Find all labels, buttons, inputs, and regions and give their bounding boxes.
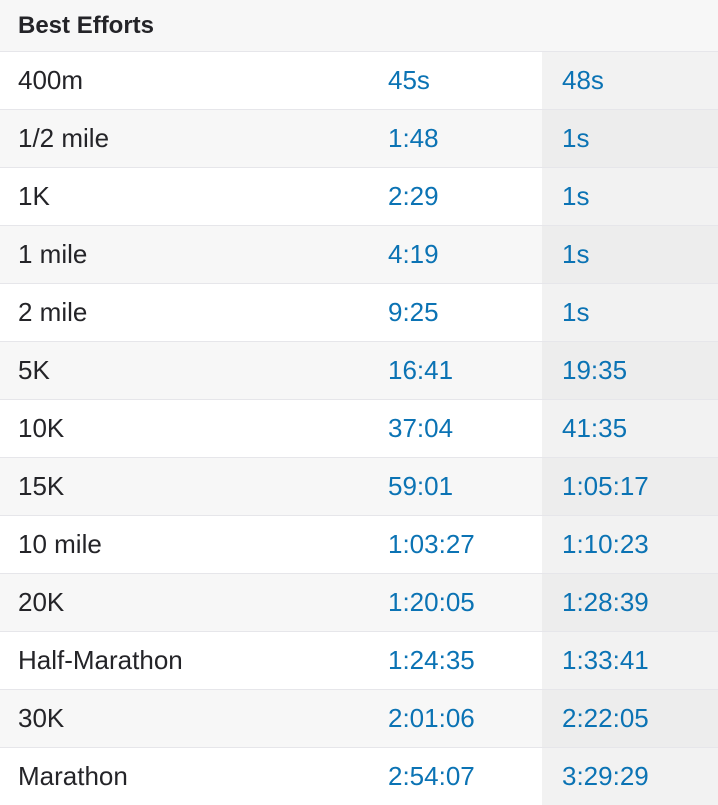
effort-best-time-link[interactable]: 1:03:27 <box>370 516 542 574</box>
effort-best-time-link[interactable]: 4:19 <box>370 226 542 284</box>
table-title: Best Efforts <box>0 0 718 52</box>
effort-compare-time-link[interactable]: 1:10:23 <box>542 516 718 574</box>
effort-best-time-link[interactable]: 1:48 <box>370 110 542 168</box>
effort-distance: 1 mile <box>0 226 370 284</box>
effort-distance: 5K <box>0 342 370 400</box>
effort-distance: 2 mile <box>0 284 370 342</box>
effort-distance: 10 mile <box>0 516 370 574</box>
effort-distance: 1K <box>0 168 370 226</box>
effort-distance: 400m <box>0 52 370 110</box>
effort-best-time-link[interactable]: 45s <box>370 52 542 110</box>
effort-compare-time-link[interactable]: 1:28:39 <box>542 574 718 632</box>
effort-compare-time-link[interactable]: 2:22:05 <box>542 690 718 748</box>
effort-best-time-link[interactable]: 2:29 <box>370 168 542 226</box>
effort-distance: 30K <box>0 690 370 748</box>
effort-distance: 1/2 mile <box>0 110 370 168</box>
effort-distance: 10K <box>0 400 370 458</box>
effort-best-time-link[interactable]: 59:01 <box>370 458 542 516</box>
effort-compare-time-link[interactable]: 48s <box>542 52 718 110</box>
table-header-row: Best Efforts <box>0 0 718 52</box>
effort-compare-time-link[interactable]: 1s <box>542 284 718 342</box>
effort-best-time-link[interactable]: 1:20:05 <box>370 574 542 632</box>
effort-compare-time-link[interactable]: 41:35 <box>542 400 718 458</box>
effort-distance: Marathon <box>0 748 370 805</box>
effort-best-time-link[interactable]: 1:24:35 <box>370 632 542 690</box>
effort-compare-time-link[interactable]: 1s <box>542 226 718 284</box>
effort-best-time-link[interactable]: 2:01:06 <box>370 690 542 748</box>
effort-best-time-link[interactable]: 16:41 <box>370 342 542 400</box>
effort-distance: 15K <box>0 458 370 516</box>
effort-distance: Half-Marathon <box>0 632 370 690</box>
effort-compare-time-link[interactable]: 3:29:29 <box>542 748 718 805</box>
effort-compare-time-link[interactable]: 1:05:17 <box>542 458 718 516</box>
effort-compare-time-link[interactable]: 1s <box>542 110 718 168</box>
effort-best-time-link[interactable]: 9:25 <box>370 284 542 342</box>
effort-compare-time-link[interactable]: 1:33:41 <box>542 632 718 690</box>
effort-best-time-link[interactable]: 2:54:07 <box>370 748 542 805</box>
effort-distance: 20K <box>0 574 370 632</box>
effort-compare-time-link[interactable]: 19:35 <box>542 342 718 400</box>
effort-compare-time-link[interactable]: 1s <box>542 168 718 226</box>
effort-best-time-link[interactable]: 37:04 <box>370 400 542 458</box>
